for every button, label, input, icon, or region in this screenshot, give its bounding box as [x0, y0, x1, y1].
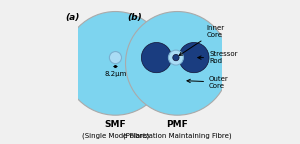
- Text: (Single Mode Fibre): (Single Mode Fibre): [82, 132, 149, 139]
- Text: Inner
Core: Inner Core: [179, 25, 224, 55]
- Circle shape: [141, 42, 172, 73]
- Circle shape: [168, 50, 183, 65]
- Text: (a): (a): [65, 13, 80, 22]
- Circle shape: [110, 52, 122, 64]
- Circle shape: [125, 12, 229, 115]
- Text: (Polarization Maintaining Fibre): (Polarization Maintaining Fibre): [123, 132, 232, 139]
- Text: Stressor
Rod: Stressor Rod: [198, 51, 238, 64]
- Text: SMF: SMF: [105, 120, 126, 128]
- Text: PMF: PMF: [167, 120, 188, 128]
- Circle shape: [64, 12, 167, 115]
- Text: (b): (b): [127, 13, 142, 22]
- Text: 8.2μm: 8.2μm: [104, 71, 127, 77]
- Circle shape: [179, 42, 209, 73]
- Circle shape: [173, 54, 179, 61]
- Text: Outer
Core: Outer Core: [187, 76, 229, 89]
